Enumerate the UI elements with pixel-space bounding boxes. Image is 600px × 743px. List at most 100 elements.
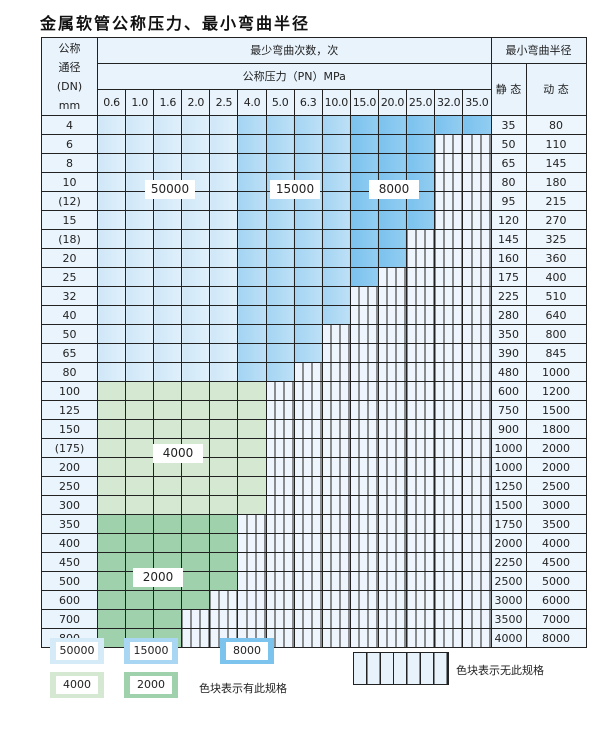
no-spec-cell: [434, 400, 464, 420]
spec-cell-50000: [181, 210, 211, 230]
pressure-col-header: 6.3: [293, 89, 323, 116]
no-spec-cell: [462, 590, 492, 610]
no-spec-cell: [462, 172, 492, 192]
no-spec-cell: [377, 267, 408, 287]
spec-cell-50000: [125, 134, 155, 154]
spec-cell-50000: [96, 362, 127, 382]
spec-cell-2000: [153, 552, 183, 572]
no-spec-cell: [321, 400, 351, 420]
spec-cell-50000: [181, 134, 211, 154]
header-row-2: 公称压力（PN）MPa 静 态 动 态: [42, 63, 587, 116]
no-spec-cell: [265, 552, 295, 572]
spec-cell-50000: [209, 210, 239, 230]
static-radius-cell: 390: [490, 343, 527, 363]
table-row: 8 65 145: [41, 153, 587, 173]
spec-cell-50000: [125, 267, 155, 287]
spec-cell-4000: [209, 400, 239, 420]
no-spec-cell: [349, 362, 379, 382]
spec-cell-15000: [265, 153, 295, 173]
spec-cell-50000: [209, 267, 239, 287]
legend-swatch-50000: 50000: [50, 638, 104, 664]
bend-count-header: 最少弯曲次数，次: [97, 37, 492, 64]
spec-cell-4000: [209, 495, 239, 515]
spec-cell-15000: [293, 343, 323, 363]
no-spec-cell: [377, 552, 408, 572]
static-radius-cell: 1500: [490, 495, 527, 515]
spec-cell-8000: [406, 210, 436, 230]
no-spec-cell: [321, 552, 351, 572]
page-title: 金属软管公称压力、最小弯曲半径: [40, 14, 311, 33]
no-spec-cell: [462, 495, 492, 515]
table-row: 50 350 800: [41, 324, 587, 344]
spec-cell-15000: [265, 305, 295, 325]
dn-cell: 400: [41, 533, 98, 553]
no-spec-cell: [406, 305, 436, 325]
spec-cell-2000: [181, 590, 211, 610]
spec-cell-15000: [321, 191, 351, 211]
legend-label: 8000: [226, 642, 268, 660]
spec-cell-2000: [153, 533, 183, 553]
legend-no-spec-swatch: [353, 652, 449, 685]
spec-cell-50000: [181, 286, 211, 306]
spec-cell-50000: [153, 267, 183, 287]
spec-cell-2000: [209, 552, 239, 572]
spec-cell-15000: [237, 191, 267, 211]
no-spec-cell: [377, 400, 408, 420]
no-spec-cell: [434, 248, 464, 268]
zone-label-50000: 50000: [145, 180, 195, 199]
dynamic-radius-cell: 1200: [525, 381, 587, 401]
spec-cell-2000: [125, 590, 155, 610]
static-radius-cell: 1000: [490, 457, 527, 477]
spec-cell-8000: [349, 210, 379, 230]
no-spec-cell: [377, 305, 408, 325]
spec-cell-8000: [406, 153, 436, 173]
spec-cell-15000: [237, 362, 267, 382]
no-spec-cell: [349, 590, 379, 610]
no-spec-cell: [321, 609, 351, 629]
spec-cell-50000: [181, 343, 211, 363]
no-spec-cell: [434, 191, 464, 211]
dynamic-radius-cell: 1800: [525, 419, 587, 439]
spec-cell-15000: [321, 248, 351, 268]
no-spec-cell: [434, 305, 464, 325]
no-spec-cell: [265, 495, 295, 515]
spec-cell-4000: [125, 381, 155, 401]
no-spec-cell: [237, 552, 267, 572]
no-spec-cell: [434, 210, 464, 230]
spec-cell-4000: [237, 419, 267, 439]
static-radius-cell: 1750: [490, 514, 527, 534]
no-spec-cell: [462, 248, 492, 268]
no-spec-cell: [349, 419, 379, 439]
dynamic-radius-cell: 215: [525, 191, 587, 211]
dn-cell: 450: [41, 552, 98, 572]
spec-cell-8000: [406, 115, 436, 135]
no-spec-cell: [434, 533, 464, 553]
no-spec-cell: [434, 590, 464, 610]
no-spec-cell: [293, 533, 323, 553]
pressure-col-header: 4.0: [237, 89, 267, 116]
static-radius-cell: 80: [490, 172, 527, 192]
static-radius-cell: 160: [490, 248, 527, 268]
spec-cell-15000: [237, 305, 267, 325]
dn-cell: 4: [41, 115, 98, 135]
dynamic-radius-cell: 8000: [525, 628, 587, 648]
no-spec-cell: [349, 552, 379, 572]
spec-cell-4000: [96, 495, 127, 515]
no-spec-cell: [406, 400, 436, 420]
pressure-header: 公称压力（PN）MPa: [97, 63, 492, 90]
no-spec-cell: [434, 153, 464, 173]
spec-cell-4000: [125, 476, 155, 496]
no-spec-cell: [265, 381, 295, 401]
no-spec-cell: [209, 609, 239, 629]
legend-swatch-2000: 2000: [124, 672, 178, 698]
spec-cell-4000: [181, 400, 211, 420]
no-spec-cell: [321, 533, 351, 553]
no-spec-cell: [293, 590, 323, 610]
no-spec-cell: [293, 609, 323, 629]
no-spec-cell: [321, 495, 351, 515]
no-spec-cell: [434, 286, 464, 306]
spec-cell-2000: [96, 552, 127, 572]
pressure-col-header: 5.0: [265, 89, 295, 116]
table-row: 150 900 1800: [41, 419, 587, 439]
dynamic-radius-cell: 325: [525, 229, 587, 249]
